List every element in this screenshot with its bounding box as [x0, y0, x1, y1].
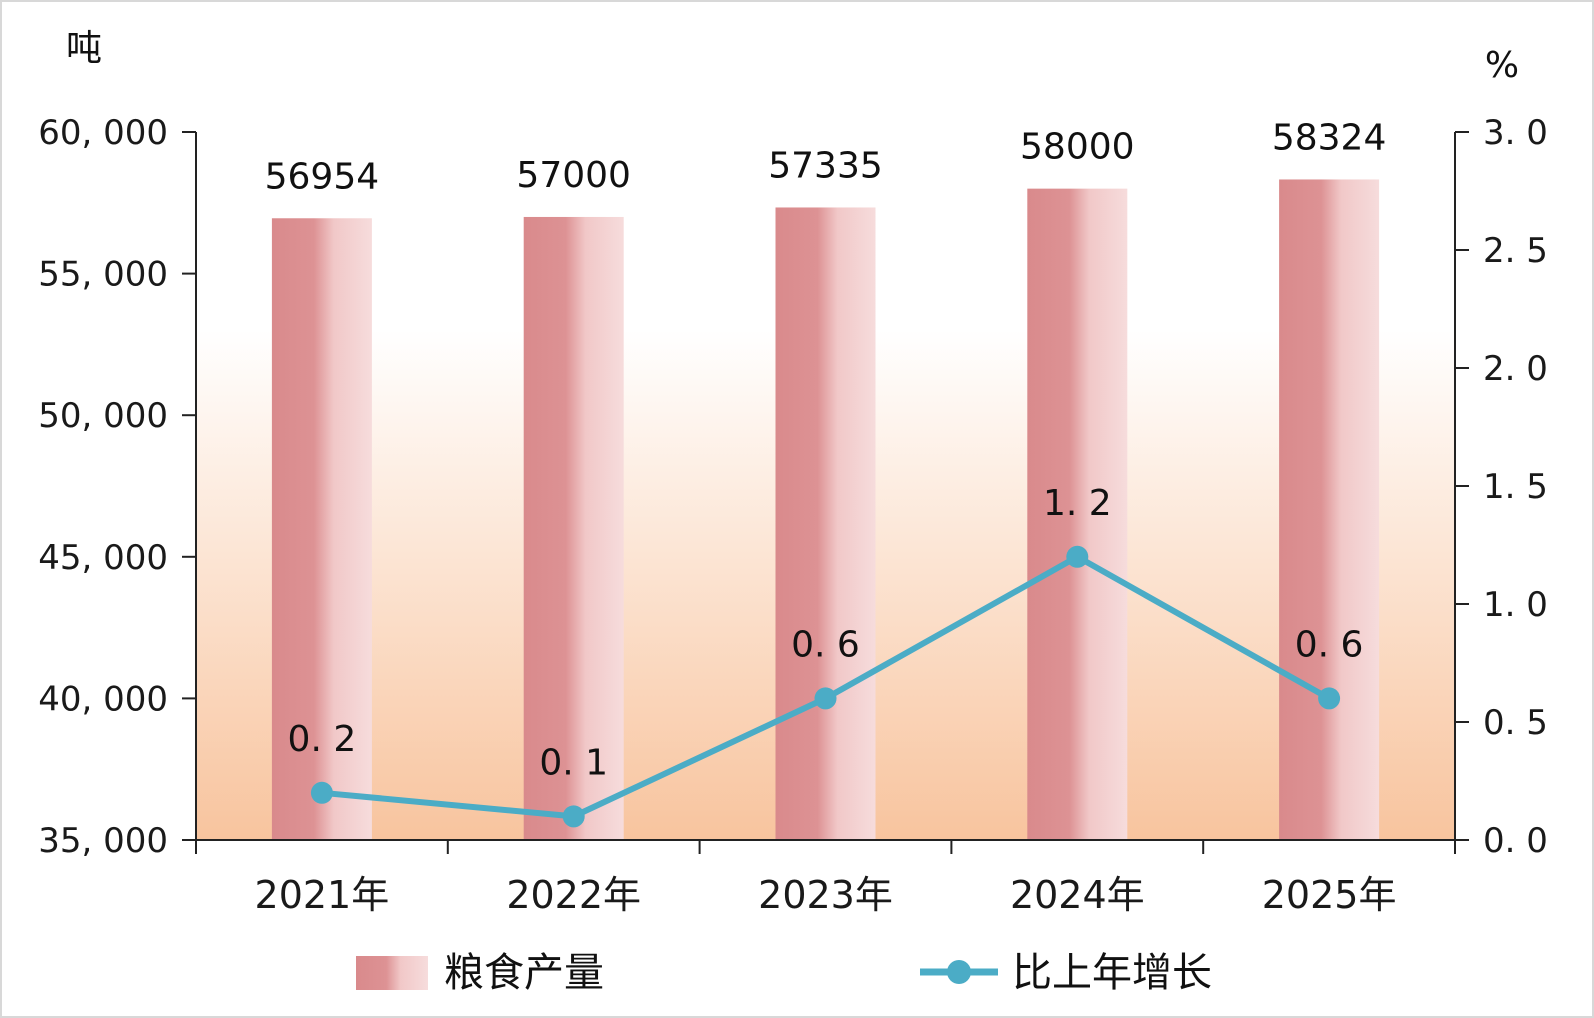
growth-point-2024年 — [1066, 545, 1089, 568]
right-tick-label: 1. 5 — [1483, 467, 1548, 507]
left-tick-label: 35, 000 — [38, 821, 168, 861]
legend-bar-label: 粮食产量 — [444, 950, 604, 996]
x-tick-label: 2022年 — [506, 873, 641, 917]
legend: 粮食产量 比上年增长 — [356, 950, 1212, 996]
left-tick-label: 50, 000 — [38, 396, 168, 436]
growth-point-2025年 — [1318, 687, 1341, 710]
right-tick-label: 0. 0 — [1483, 821, 1548, 861]
right-tick-label: 1. 0 — [1483, 585, 1548, 625]
right-tick-label: 0. 5 — [1483, 703, 1548, 743]
right-tick-label: 2. 0 — [1483, 349, 1548, 389]
bar-value-label: 58000 — [1020, 127, 1135, 168]
bar-2022年 — [523, 216, 624, 840]
line-value-label: 0. 6 — [1295, 624, 1364, 665]
bar-2023年 — [775, 207, 876, 841]
bar-2021年 — [271, 218, 372, 841]
legend-bar-swatch — [356, 956, 428, 990]
bar-value-label: 57335 — [768, 145, 883, 186]
right-tick-label: 2. 5 — [1483, 231, 1548, 271]
x-tick-label: 2024年 — [1010, 873, 1145, 917]
x-tick-label: 2023年 — [758, 873, 893, 917]
line-value-label: 1. 2 — [1043, 483, 1112, 524]
left-axis-unit: 吨 — [66, 28, 102, 69]
bar-value-label: 58324 — [1272, 117, 1387, 158]
left-tick-label: 45, 000 — [38, 538, 168, 578]
x-tick-label: 2025年 — [1262, 873, 1397, 917]
labels-layer: 56954 57000 57335 58000 58324 0. 2 0. 1 0. 6 1. … — [265, 117, 1387, 783]
axes-layer: 35, 000 40, 000 45, 000 50, 000 55, 000 60, 0… — [38, 28, 1548, 917]
right-axis-unit: % — [1485, 45, 1519, 86]
bar-value-label: 57000 — [516, 155, 631, 196]
bars-layer — [271, 179, 1380, 841]
bar-value-label: 56954 — [265, 156, 380, 197]
right-tick-label: 3. 0 — [1483, 113, 1548, 153]
line-value-label: 0. 2 — [288, 719, 357, 760]
line-value-label: 0. 1 — [539, 742, 608, 783]
legend-line-label: 比上年增长 — [1012, 950, 1212, 996]
x-tick-label: 2021年 — [255, 873, 390, 917]
line-layer — [310, 545, 1341, 828]
growth-point-2021年 — [310, 781, 333, 804]
growth-point-2022年 — [562, 805, 585, 828]
line-value-label: 0. 6 — [791, 624, 860, 665]
left-tick-label: 55, 000 — [38, 255, 168, 295]
left-tick-label: 40, 000 — [38, 679, 168, 719]
legend-line-marker — [947, 960, 971, 984]
bar-2025年 — [1279, 179, 1380, 840]
bar-2024年 — [1027, 188, 1128, 840]
growth-point-2023年 — [814, 687, 837, 710]
left-tick-label: 60, 000 — [38, 113, 168, 153]
